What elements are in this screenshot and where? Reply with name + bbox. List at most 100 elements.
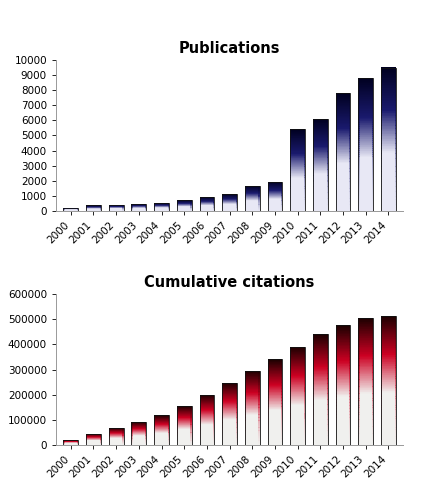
Bar xyxy=(313,144,328,145)
Bar xyxy=(358,105,360,106)
Bar xyxy=(358,380,360,382)
Bar xyxy=(381,428,382,430)
Bar xyxy=(381,399,396,400)
Bar xyxy=(349,413,350,414)
Bar xyxy=(336,102,350,103)
Bar xyxy=(313,136,328,138)
Bar xyxy=(290,413,305,414)
Bar xyxy=(336,382,350,383)
Bar xyxy=(349,106,350,108)
Bar xyxy=(381,192,396,193)
Bar xyxy=(395,168,396,170)
Bar xyxy=(358,175,360,176)
Bar xyxy=(304,348,305,349)
Bar xyxy=(304,402,305,403)
Bar xyxy=(267,435,282,436)
Bar xyxy=(313,145,314,146)
Bar xyxy=(290,411,292,412)
Bar xyxy=(381,71,396,72)
Bar xyxy=(290,393,292,394)
Bar xyxy=(336,329,337,330)
Bar xyxy=(290,432,305,433)
Bar xyxy=(381,415,382,416)
Bar xyxy=(313,416,328,418)
Bar xyxy=(381,174,396,175)
Bar xyxy=(267,424,282,425)
Bar xyxy=(290,402,305,404)
Bar xyxy=(336,133,337,134)
Bar xyxy=(349,168,350,169)
Bar xyxy=(358,175,373,176)
Bar xyxy=(358,158,373,159)
Bar xyxy=(290,373,305,374)
Bar xyxy=(358,374,360,375)
Bar xyxy=(395,180,396,181)
Bar xyxy=(290,426,305,427)
Bar xyxy=(349,415,350,416)
Bar xyxy=(395,442,396,443)
Bar xyxy=(304,378,305,379)
Bar xyxy=(304,377,305,378)
Bar xyxy=(327,192,328,193)
Bar xyxy=(267,378,282,379)
Bar xyxy=(381,401,382,402)
Bar xyxy=(358,319,373,320)
Bar xyxy=(267,430,269,431)
Bar xyxy=(336,179,350,180)
Bar xyxy=(336,364,337,365)
Bar xyxy=(313,428,328,429)
Bar xyxy=(304,360,305,361)
Bar xyxy=(358,410,373,412)
Bar xyxy=(358,160,373,161)
Bar xyxy=(381,186,382,188)
Bar xyxy=(358,416,360,417)
Bar xyxy=(381,156,382,157)
Bar xyxy=(267,415,269,416)
Bar xyxy=(336,377,337,378)
Bar xyxy=(267,375,269,376)
Bar xyxy=(381,335,382,336)
Bar xyxy=(381,357,382,358)
Bar xyxy=(336,418,350,420)
Bar xyxy=(358,420,373,421)
Bar xyxy=(349,434,350,435)
Bar xyxy=(372,182,373,183)
Bar xyxy=(336,107,350,108)
Bar xyxy=(267,433,269,434)
Bar xyxy=(336,105,350,106)
Bar xyxy=(327,164,328,165)
Bar xyxy=(349,353,350,354)
Bar xyxy=(358,376,373,377)
Bar xyxy=(358,205,360,206)
Bar xyxy=(281,410,282,411)
Bar xyxy=(372,198,373,199)
Bar xyxy=(313,341,328,342)
Bar xyxy=(381,202,382,203)
Bar xyxy=(313,432,328,434)
Bar xyxy=(372,147,373,148)
Bar xyxy=(358,396,373,398)
Bar xyxy=(313,142,314,143)
Bar xyxy=(336,336,337,338)
Bar xyxy=(358,137,360,138)
Bar xyxy=(336,110,337,111)
Bar xyxy=(267,425,269,426)
Bar xyxy=(313,344,328,346)
Bar xyxy=(313,183,328,184)
Bar xyxy=(395,380,396,381)
Bar xyxy=(349,356,350,357)
Bar xyxy=(381,319,396,320)
Bar xyxy=(267,394,269,395)
Bar xyxy=(290,352,292,353)
Bar xyxy=(358,147,373,148)
Bar xyxy=(381,173,396,174)
Bar xyxy=(349,328,350,329)
Bar xyxy=(381,340,382,341)
Bar xyxy=(372,385,373,386)
Bar xyxy=(395,94,396,95)
Bar xyxy=(395,390,396,392)
Bar xyxy=(395,116,396,117)
Bar xyxy=(313,345,328,346)
Bar xyxy=(381,435,396,436)
Bar xyxy=(154,203,169,211)
